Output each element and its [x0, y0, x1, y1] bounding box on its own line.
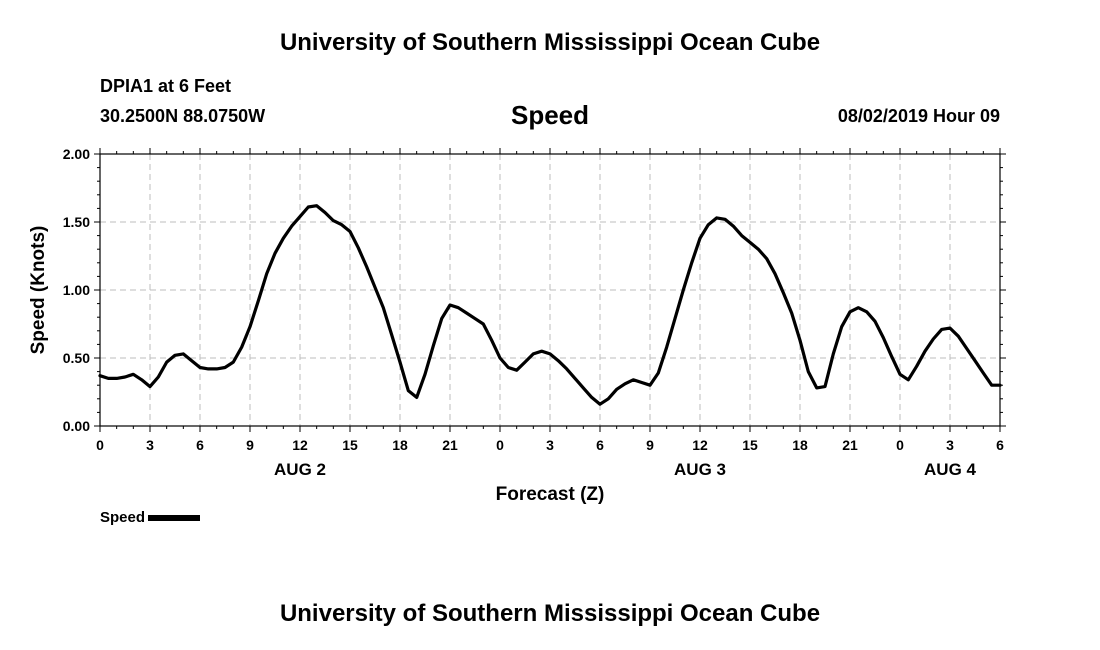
- y-tick-label: 0.00: [63, 418, 90, 434]
- series-line-speed: [98, 204, 1002, 406]
- y-axis-label: Speed (Knots): [28, 226, 49, 355]
- x-tick-label: 15: [342, 437, 358, 453]
- x-tick-label: 9: [646, 437, 654, 453]
- x-tick-label: 21: [442, 437, 458, 453]
- y-tick-label: 1.50: [63, 214, 90, 230]
- x-tick-label: 6: [996, 437, 1004, 453]
- y-tick-label: 2.00: [63, 146, 90, 162]
- x-tick-label: 6: [596, 437, 604, 453]
- x-tick-label: 0: [496, 437, 504, 453]
- page-title-bottom: University of Southern Mississippi Ocean…: [279, 600, 821, 627]
- page-title-top: University of Southern Mississippi Ocean…: [279, 29, 821, 56]
- x-tick-label: 6: [196, 437, 204, 453]
- x-tick-label: 21: [842, 437, 858, 453]
- x-tick-label: 12: [292, 437, 308, 453]
- x-tick-label: 0: [96, 437, 104, 453]
- y-tick-label: 1.00: [63, 282, 90, 298]
- y-tick-label: 0.50: [63, 350, 90, 366]
- location-label: 30.2500N 88.0750W: [100, 106, 266, 126]
- x-tick-label: 0: [896, 437, 904, 453]
- x-tick-label: 12: [692, 437, 708, 453]
- x-tick-label: 15: [742, 437, 758, 453]
- x-tick-label: 3: [146, 437, 154, 453]
- x-tick-label: 18: [392, 437, 408, 453]
- x-tick-label: 3: [546, 437, 554, 453]
- legend: Speed: [100, 509, 201, 527]
- timestamp-label: 08/02/2019 Hour 09: [837, 106, 1000, 126]
- x-tick-label: 9: [246, 437, 254, 453]
- chart-title: Speed: [510, 100, 590, 130]
- legend-label: Speed: [100, 509, 146, 526]
- legend-line-swatch: [148, 514, 201, 521]
- x-tick-label: 18: [792, 437, 808, 453]
- date-label: AUG 3: [674, 460, 726, 479]
- station-label: DPIA1 at 6 Feet: [100, 76, 232, 96]
- date-label: AUG 4: [924, 460, 977, 479]
- date-label: AUG 2: [274, 460, 326, 479]
- x-tick-label: 3: [946, 437, 954, 453]
- x-axis-label: Forecast (Z): [496, 484, 605, 505]
